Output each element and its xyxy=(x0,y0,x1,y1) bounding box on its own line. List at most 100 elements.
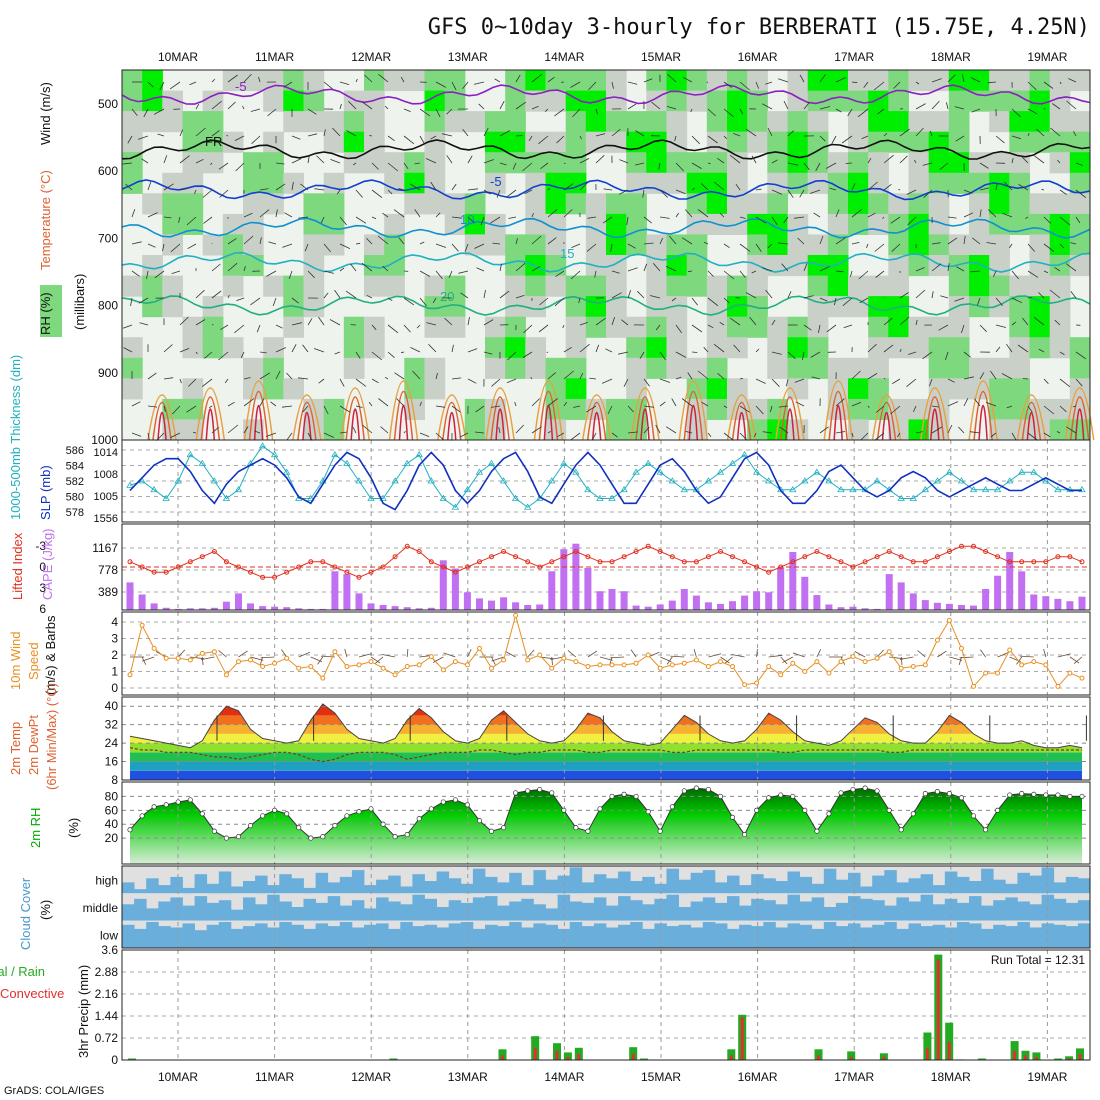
rh-cell xyxy=(928,172,950,194)
cloud-cell-low xyxy=(545,924,558,948)
cloud-cell-middle xyxy=(630,900,643,921)
wind-barb xyxy=(275,183,286,191)
wind-barb xyxy=(355,189,363,198)
temperature-contour-hot xyxy=(248,390,269,441)
wind-barb xyxy=(997,651,1009,658)
rh-cell xyxy=(807,172,829,194)
rh-cell xyxy=(424,378,446,400)
wind-barb xyxy=(323,243,331,252)
wind-barb xyxy=(406,648,409,658)
wind-barb xyxy=(1018,184,1029,191)
wind-speed-point xyxy=(1067,670,1073,676)
wind-barb xyxy=(194,189,197,195)
wind-barb xyxy=(707,297,719,307)
rh-cell xyxy=(384,213,405,235)
rh-point xyxy=(742,832,748,838)
wind-barb xyxy=(234,324,245,334)
cloud-cell-low xyxy=(860,927,873,948)
cloud-cell-high xyxy=(376,879,389,894)
wind-barb xyxy=(211,78,216,83)
wind-barb xyxy=(569,432,581,441)
wind-speed-point xyxy=(513,612,519,618)
wind-barb xyxy=(202,378,213,387)
cloud-cell-high xyxy=(727,875,740,894)
rh-point xyxy=(802,807,808,813)
rh-point xyxy=(151,804,157,810)
precip-tick-label: 1.44 xyxy=(95,1009,119,1023)
rh-point xyxy=(645,809,651,815)
wind-barb xyxy=(234,135,245,141)
wind-barb xyxy=(141,656,155,662)
rh-cell xyxy=(908,213,930,235)
cape-bar xyxy=(391,606,399,610)
temperature-contour xyxy=(121,217,1091,239)
cape-bar xyxy=(608,589,616,610)
wind-speed-point xyxy=(163,655,169,661)
wind-barb xyxy=(547,372,556,380)
rh-cell xyxy=(827,275,849,297)
cape-bar xyxy=(741,595,749,610)
rh-cell xyxy=(606,90,627,112)
rh-cell xyxy=(848,398,869,420)
wind-barb xyxy=(611,81,614,89)
rh-cell xyxy=(827,152,849,174)
wind-barb xyxy=(522,351,533,358)
rh-cell xyxy=(928,111,950,133)
wind-speed-point xyxy=(850,654,856,660)
wind-barb xyxy=(915,289,926,299)
wind-barb xyxy=(259,372,271,380)
wind-barb xyxy=(1001,373,1013,380)
wind-barb xyxy=(993,270,997,277)
wind-barb xyxy=(931,291,934,299)
wind-barb xyxy=(286,432,293,441)
wind-barb xyxy=(147,405,158,408)
rh-cell xyxy=(1049,337,1071,359)
cape-bar xyxy=(921,600,929,610)
wind-barb xyxy=(323,405,329,415)
wind-barb xyxy=(1043,243,1055,252)
cloud-cell-low xyxy=(230,928,244,948)
wind-speed-point xyxy=(705,664,711,669)
rh-point xyxy=(766,795,772,801)
wind-barb xyxy=(243,377,251,380)
wind-barb xyxy=(819,266,830,272)
rh-cell xyxy=(1009,172,1030,194)
cape-bar xyxy=(801,576,809,610)
rh-cell xyxy=(525,296,546,318)
wind-speed-point xyxy=(501,657,507,663)
rh-cell xyxy=(585,275,607,297)
rh-cell xyxy=(646,70,667,92)
wind-barb xyxy=(189,81,197,86)
wind-barb xyxy=(891,243,901,252)
cloud-cell-middle xyxy=(606,905,619,921)
cloud-cell-low xyxy=(799,924,813,948)
wind-barb xyxy=(922,351,933,360)
wind-barb xyxy=(451,344,454,353)
wind-speed-point xyxy=(236,659,241,665)
wind-barb xyxy=(163,216,172,219)
wind-barb xyxy=(554,297,565,307)
thickness-point xyxy=(210,477,219,484)
rh-cell xyxy=(626,152,647,174)
wind-barb xyxy=(291,344,297,353)
cloud-cell-high xyxy=(472,868,486,894)
wind-barb xyxy=(650,295,661,299)
wind-barb xyxy=(146,270,149,279)
rh-point xyxy=(669,804,675,810)
cloud-cell-middle xyxy=(666,894,679,921)
rh-cell xyxy=(908,398,930,420)
rh-cell xyxy=(162,234,183,256)
wind-barb xyxy=(826,324,837,333)
rh-cell xyxy=(606,275,627,297)
rh-cell xyxy=(646,337,667,359)
wind-barb xyxy=(307,155,310,164)
cape-bar xyxy=(524,605,532,610)
wind10m-label2: Speed xyxy=(26,642,41,680)
temp-band xyxy=(130,733,1082,744)
wind-barb xyxy=(291,322,302,326)
rh-point xyxy=(970,813,977,819)
rh-cell xyxy=(565,193,587,215)
wind-barb xyxy=(531,426,542,434)
cloud-label: Cloud Cover xyxy=(18,877,33,950)
wind-barb xyxy=(1075,378,1083,387)
